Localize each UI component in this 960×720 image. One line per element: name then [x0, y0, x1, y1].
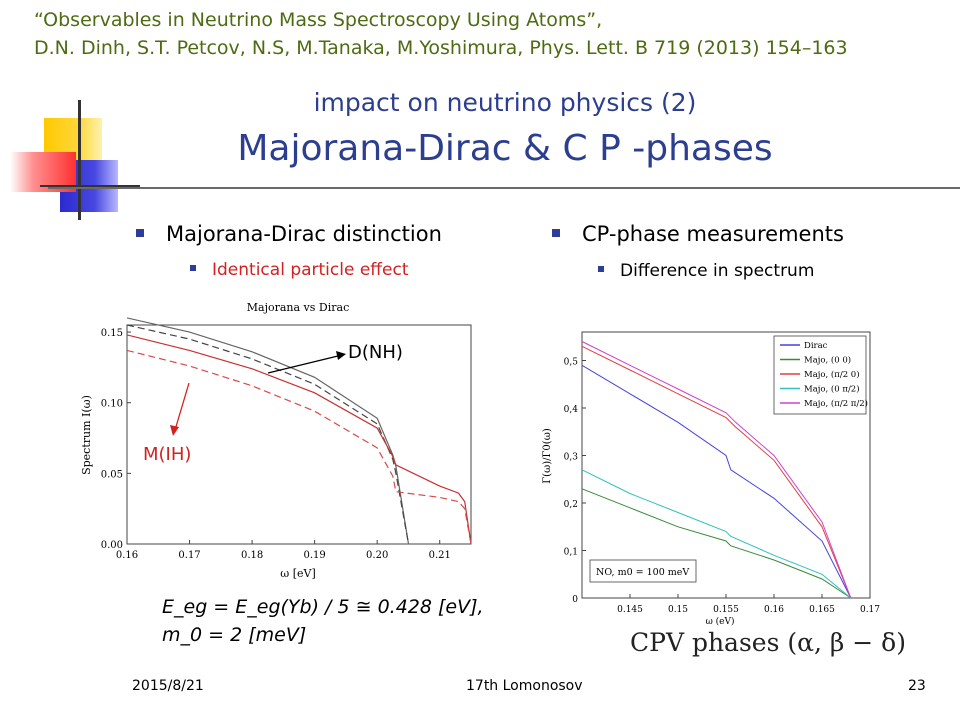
chart2-xtick-label: 0.165: [809, 605, 835, 615]
chart2-ytick-label: 0,2: [564, 500, 578, 510]
majorana-vs-dirac-chart: Majorana vs Dirac 0.16 0.17 0.18 0.19 0.20 0.…: [80, 301, 472, 580]
annotation-dnh-arrow: [267, 351, 346, 374]
annotation-mih: M(IH): [143, 444, 192, 465]
logo-horizontal-line: [40, 185, 140, 187]
chart2-legend-box: [773, 335, 867, 415]
reference-line-1: “Observables in Neutrino Mass Spectrosco…: [34, 9, 603, 31]
slide-title: Majorana-Dirac & C P -phases: [237, 128, 773, 169]
equation-line-2: m_0 = 2 [meV]: [162, 624, 307, 646]
chart2-series-line: [581, 345, 852, 599]
right-main-bullet-text: CP-phase measurements: [582, 222, 844, 246]
chart1-series-line: [126, 334, 472, 545]
chart2-series-line: [581, 469, 852, 599]
title-divider: [48, 187, 960, 189]
reference-citation: “Observables in Neutrino Mass Spectrosco…: [34, 6, 848, 62]
chart2-xlabel: ω (eV): [705, 616, 734, 627]
logo-vertical-line: [78, 100, 81, 220]
chart1-ylabel: Spectrum I(ω): [80, 395, 93, 475]
chart1-xtick-label: 0.16: [116, 550, 138, 561]
left-main-bullet: Majorana-Dirac distinction: [136, 222, 442, 246]
chart2-inset-box: [589, 559, 697, 583]
footer-event: 17th Lomonosov: [466, 678, 583, 694]
chart2-xtick-label: 0.15: [668, 605, 688, 615]
chart2-legend-label: Majo, (0 π/2): [804, 384, 860, 395]
chart2-xtick-label: 0.17: [860, 605, 880, 615]
chart2-ytick-label: 0,5: [564, 358, 579, 368]
left-main-bullet-text: Majorana-Dirac distinction: [166, 222, 442, 246]
chart2-xtick-label: 0.155: [713, 605, 739, 615]
chart1-ytick-label: 0.05: [101, 469, 123, 480]
chart2-ytick-label: 0: [572, 595, 578, 605]
slide-subtitle: impact on neutrino physics (2): [313, 88, 697, 117]
chart2-legend-label: Dirac: [804, 341, 828, 351]
annotation-mih-arrow: [170, 382, 190, 436]
bullet-square-icon: [598, 266, 604, 272]
chart1-xtick-label: 0.20: [366, 550, 388, 561]
bullet-square-icon: [190, 265, 196, 271]
chart1-ytick-label: 0.10: [101, 399, 123, 410]
chart2-ytick-label: 0,1: [564, 548, 578, 558]
chart2-xtick-label: 0.16: [764, 605, 784, 615]
footer-page-number: 23: [908, 678, 926, 694]
right-main-bullet: CP-phase measurements: [552, 222, 844, 246]
chart2-series-line: [581, 341, 852, 599]
chart1-series-line: [126, 349, 472, 545]
bullet-square-icon: [552, 229, 560, 237]
chart1-xtick-label: 0.19: [304, 550, 326, 561]
chart1-xtick-label: 0.18: [241, 550, 263, 561]
chart2-ytick-label: 0,3: [564, 453, 579, 463]
annotation-dnh: D(NH): [348, 342, 403, 363]
left-sub-bullet: Identical particle effect: [190, 260, 408, 280]
chart2-legend-label: Majo, (0 0): [804, 355, 851, 366]
chart1-series-line: [126, 324, 410, 545]
right-sub-bullet: Difference in spectrum: [598, 261, 814, 281]
chart1-xtick-label: 0.21: [429, 550, 451, 561]
equation-block: E_eg = E_eg(Yb) / 5 ≅ 0.428 [eV], m_0 = …: [162, 596, 484, 646]
cp-phase-chart: 0.145 0.15 0.155 0.16 0.165 0.17 0 0,1 0,2 0,3 0,4…: [542, 331, 880, 627]
chart2-inset-label: NO, m0 = 100 meV: [596, 567, 689, 578]
reference-line-2: D.N. Dinh, S.T. Petcov, N.S, M.Tanaka, M…: [34, 37, 848, 59]
left-sub-bullet-text: Identical particle effect: [212, 260, 409, 280]
chart2-series-line: [581, 364, 852, 599]
chart2-legend-label: Majo, (π/2 0): [804, 369, 860, 380]
chart2-legend-label: Majo, (π/2 π/2): [804, 398, 868, 409]
equation-line-1: E_eg = E_eg(Yb) / 5 ≅ 0.428 [eV],: [162, 596, 484, 618]
chart2-series-line: [581, 488, 852, 599]
logo-decoration: [0, 100, 140, 220]
chart2-ylabel: Γ(ω)/Γ0(ω): [542, 428, 553, 484]
bullet-square-icon: [136, 229, 144, 237]
chart2-ytick-label: 0,4: [564, 405, 579, 415]
right-sub-bullet-text: Difference in spectrum: [620, 261, 815, 281]
chart1-xlabel: ω [eV]: [280, 567, 316, 580]
chart1-xtick-label: 0.17: [178, 550, 200, 561]
chart2-xtick-label: 0.145: [617, 605, 643, 615]
chart1-ytick-label: 0.15: [101, 328, 123, 339]
cpv-caption: CPV phases (α, β − δ): [630, 628, 906, 657]
chart1-title: Majorana vs Dirac: [247, 301, 349, 314]
chart1-frame: [126, 324, 472, 545]
chart1-ytick-label: 0.00: [101, 540, 123, 551]
footer-date: 2015/8/21: [132, 678, 204, 694]
